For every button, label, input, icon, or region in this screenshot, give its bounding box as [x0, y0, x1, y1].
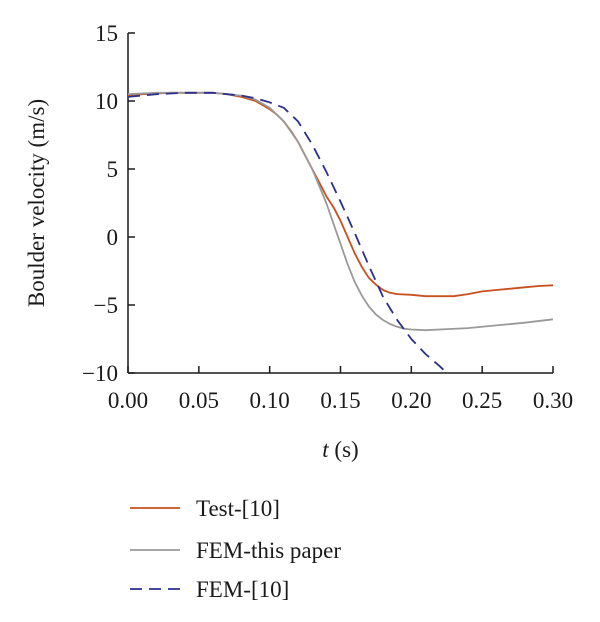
x-axis-unit: (s) [329, 437, 359, 462]
y-tick-label: 15 [95, 21, 118, 46]
x-tick-label: 0.05 [179, 388, 219, 413]
axes: 0.00 0.05 0.10 0.15 0.20 0.25 0.30 −10 −5 0 5 10 15 [82, 21, 573, 413]
x-tick-label: 0.00 [108, 388, 148, 413]
legend-label-3: FEM-[10] [196, 577, 289, 602]
y-tick-label: 10 [95, 89, 118, 114]
x-axis-variable: t [322, 437, 329, 462]
y-tick-label: 0 [107, 225, 119, 250]
series-layer [128, 91, 554, 373]
x-tick-label: 0.20 [391, 388, 431, 413]
y-ticks: −10 −5 0 5 10 15 [82, 21, 135, 386]
series-line-1 [128, 91, 554, 298]
y-axis-title: Boulder velocity (m/s) [24, 99, 49, 307]
y-tick-label: −10 [82, 361, 118, 386]
y-tick-label: −5 [94, 293, 118, 318]
x-axis-title: t (s) [322, 437, 358, 462]
y-tick-label: 5 [107, 157, 119, 182]
x-tick-label: 0.30 [533, 388, 573, 413]
series-line-2 [128, 91, 554, 332]
x-tick-label: 0.25 [462, 388, 502, 413]
x-tick-label: 0.15 [320, 388, 360, 413]
legend-label-1: Test-[10] [196, 496, 280, 521]
legend-label-2: FEM-this paper [196, 538, 341, 563]
x-tick-label: 0.10 [250, 388, 290, 413]
legend: Test-[10] FEM-this paper FEM-[10] [130, 496, 341, 602]
series-line-3 [128, 91, 448, 373]
x-ticks: 0.00 0.05 0.10 0.15 0.20 0.25 0.30 [108, 366, 573, 413]
